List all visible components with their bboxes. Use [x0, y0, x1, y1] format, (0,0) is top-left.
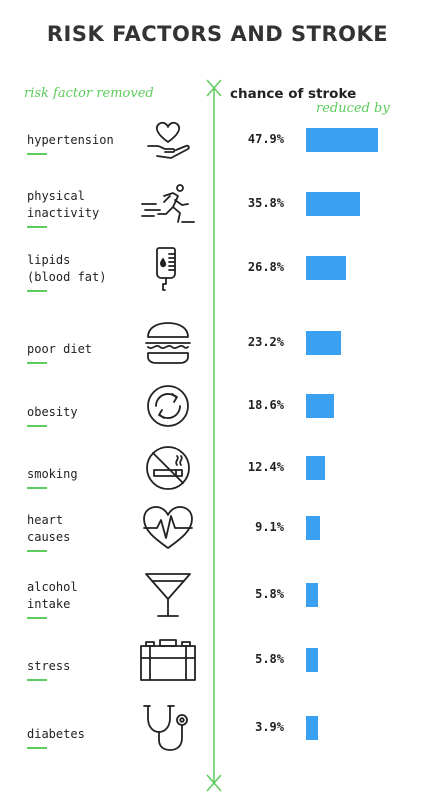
bar	[306, 331, 341, 355]
page-title: RISK FACTORS AND STROKE	[46, 22, 389, 46]
bar	[306, 256, 346, 280]
risk-factor-label: hypertension	[27, 133, 114, 147]
label-underline	[27, 226, 47, 228]
column-header-risk-factor: risk factor removed	[24, 86, 154, 101]
risk-factor-label: obesity	[27, 405, 78, 419]
label-underline	[27, 617, 47, 619]
bar	[306, 128, 378, 152]
risk-factor-label: physical inactivity	[27, 189, 100, 220]
label-underline	[27, 153, 47, 155]
value-label: 23.2%	[247, 335, 284, 349]
risk-factor-label: alcohol intake	[27, 580, 78, 611]
no-smoking-icon	[140, 444, 196, 492]
bar	[306, 192, 360, 216]
risk-factor-label: lipids (blood fat)	[27, 253, 107, 284]
label-underline	[27, 550, 47, 552]
column-header-chance: chance of stroke	[230, 86, 357, 102]
risk-factor-label: heart causes	[27, 513, 71, 544]
risk-factor-label: stress	[27, 659, 71, 673]
risk-factor-label: smoking	[27, 467, 78, 481]
value-label: 9.1%	[255, 520, 284, 534]
running-person-icon	[140, 180, 196, 228]
burger-icon	[140, 319, 196, 367]
bar	[306, 648, 318, 672]
bar	[306, 394, 334, 418]
value-label: 3.9%	[255, 720, 284, 734]
heartbeat-icon	[140, 504, 196, 552]
briefcase-icon	[140, 636, 196, 684]
iv-bag-icon	[140, 244, 196, 292]
risk-factor-label: diabetes	[27, 727, 85, 741]
risk-factor-label: poor diet	[27, 342, 93, 356]
value-label: 12.4%	[247, 460, 284, 474]
value-label: 5.8%	[255, 587, 284, 601]
label-underline	[27, 290, 47, 292]
heart-hand-icon	[140, 116, 196, 164]
value-label: 35.8%	[247, 196, 284, 210]
bar	[306, 456, 325, 480]
bar	[306, 583, 318, 607]
stethoscope-icon	[140, 704, 196, 752]
label-underline	[27, 747, 47, 749]
label-underline	[27, 362, 47, 364]
value-label: 18.6%	[247, 398, 284, 412]
value-label: 5.8%	[255, 652, 284, 666]
label-underline	[27, 425, 47, 427]
cocktail-glass-icon	[140, 571, 196, 619]
bar	[306, 716, 318, 740]
bar	[306, 516, 320, 540]
value-label: 47.9%	[247, 132, 284, 146]
circular-arrows-icon	[140, 382, 196, 430]
label-underline	[27, 487, 47, 489]
column-header-reduced-by: reduced by	[316, 101, 390, 116]
value-label: 26.8%	[247, 260, 284, 274]
label-underline	[27, 679, 47, 681]
